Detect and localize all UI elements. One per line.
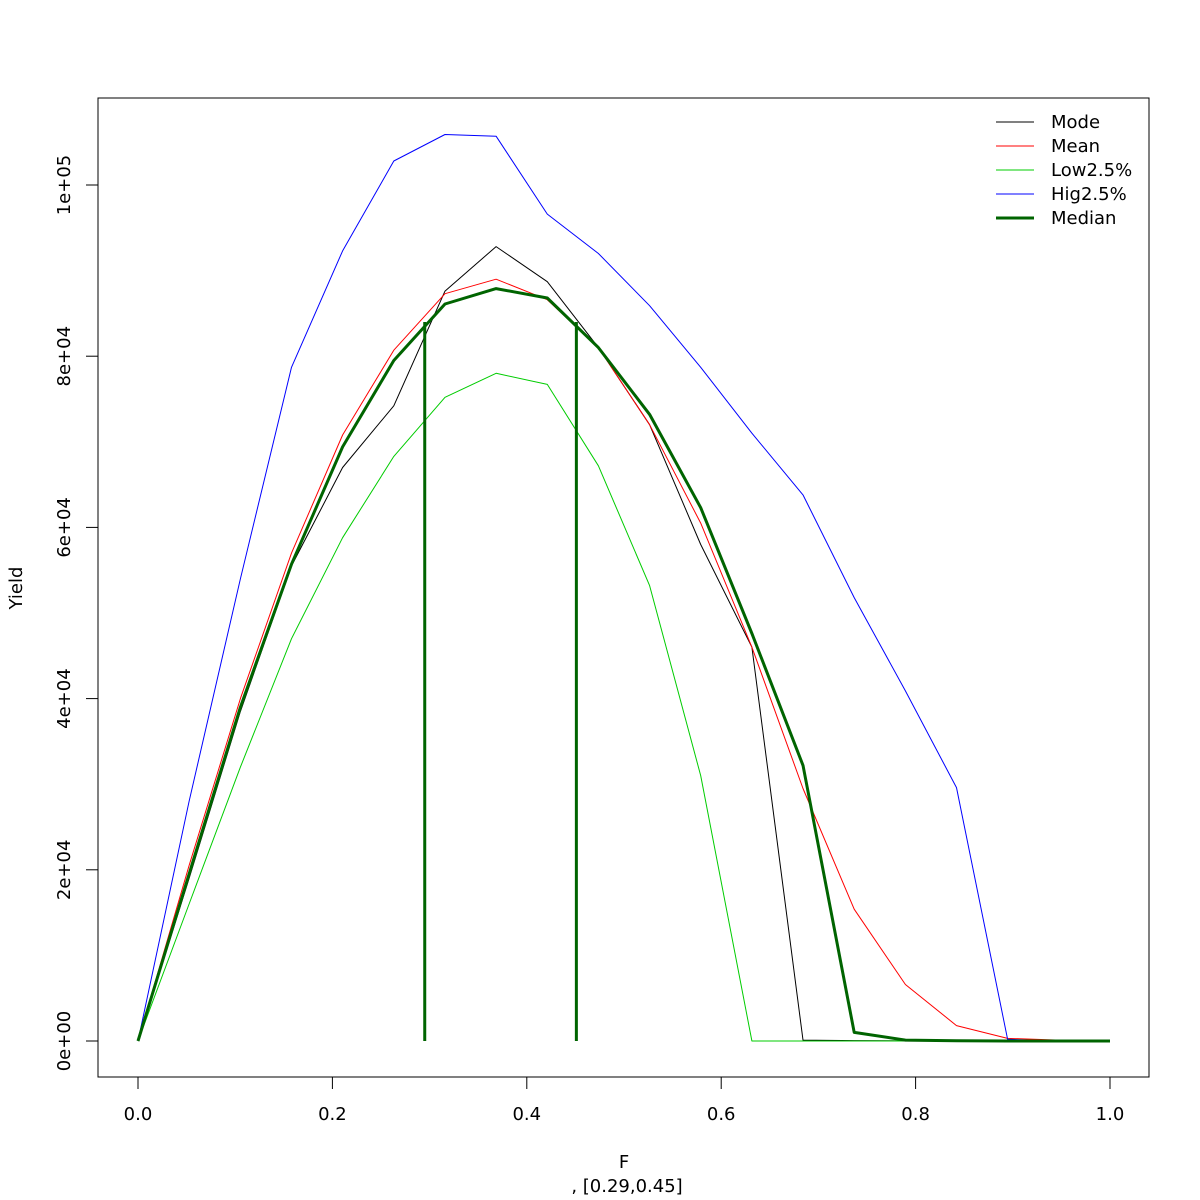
y-axis: 0e+00 2e+04 4e+04 6e+04 8e+04 1e+05 — [54, 155, 99, 1072]
y-tick-label: 0e+00 — [54, 1011, 75, 1072]
y-tick-label: 1e+05 — [54, 155, 75, 216]
legend: Mode Mean Low2.5% Hig2.5% Median — [996, 112, 1132, 229]
x-tick-label: 0.2 — [318, 1104, 347, 1125]
series-line-median — [136, 287, 1110, 1043]
x-tick-label: 0.4 — [512, 1104, 541, 1125]
x-tick-label: 0.8 — [901, 1104, 930, 1125]
y-tick-label: 6e+04 — [54, 497, 75, 558]
x-tick-label: 0.0 — [124, 1104, 153, 1125]
x-axis-title: F — [619, 1152, 629, 1173]
chart-subtitle: , [0.29,0.45] — [571, 1176, 682, 1197]
series-line-low2-5- — [137, 372, 1110, 1042]
series-line-mean — [137, 278, 1111, 1042]
series-line-mode — [137, 246, 1110, 1042]
legend-label: Mode — [1051, 112, 1100, 133]
interval-lines — [423, 321, 578, 1041]
series-line-hig2-5- — [137, 134, 1110, 1042]
legend-label: Low2.5% — [1051, 160, 1132, 181]
y-tick-label: 4e+04 — [54, 668, 75, 729]
y-axis-title: Yield — [6, 567, 27, 611]
legend-label: Median — [1051, 208, 1116, 229]
y-tick-label: 8e+04 — [54, 326, 75, 387]
x-tick-label: 0.6 — [707, 1104, 736, 1125]
y-tick-label: 2e+04 — [54, 840, 75, 901]
plot-frame — [97, 97, 1150, 1078]
series-layer — [136, 134, 1111, 1043]
legend-label: Mean — [1051, 136, 1100, 157]
legend-label: Hig2.5% — [1051, 184, 1127, 205]
x-axis: 0.0 0.2 0.4 0.6 0.8 1.0 — [124, 1076, 1125, 1125]
x-tick-label: 1.0 — [1096, 1104, 1125, 1125]
